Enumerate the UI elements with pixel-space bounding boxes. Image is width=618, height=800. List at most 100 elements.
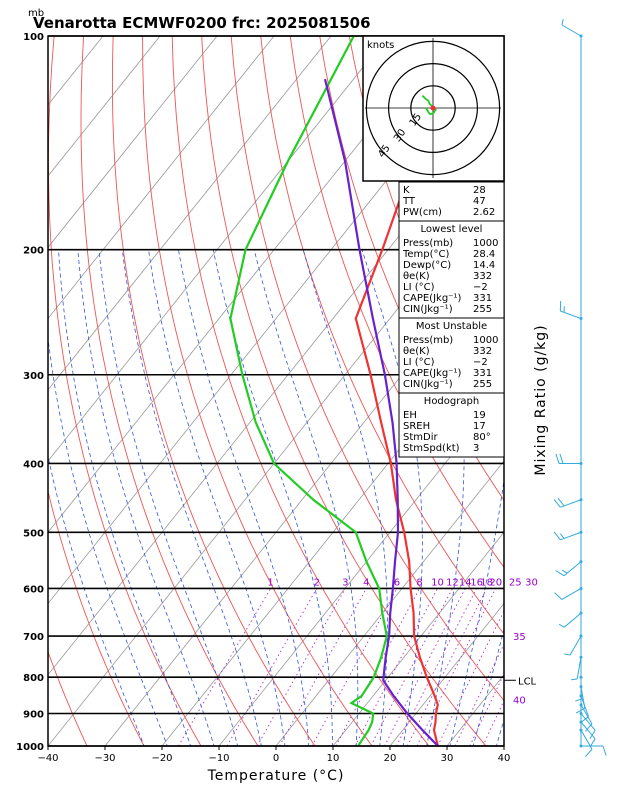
wind-barb-staff	[580, 713, 596, 731]
hodograph-indices-row-label: StmDir	[403, 432, 438, 443]
wind-barb-base	[579, 34, 583, 38]
wind-barb-base	[579, 611, 583, 615]
isotherm-line	[48, 36, 104, 106]
dewpoint-profile	[229, 36, 388, 746]
moist-adiabat-line	[77, 249, 215, 746]
moist-adiabat-line	[426, 249, 465, 746]
moist-adiabat-line	[253, 249, 359, 746]
wind-barb-flag	[602, 745, 607, 756]
general-indices-row-value: 47	[473, 196, 486, 207]
wind-barb-flag	[575, 707, 586, 714]
isotherm-line	[332, 531, 504, 746]
wind-barb-flag	[571, 678, 578, 681]
hodograph-units: knots	[367, 40, 394, 51]
mixing-ratio-label: 6	[394, 577, 400, 588]
isotherm-line	[48, 36, 218, 248]
wind-barb-flag	[554, 592, 563, 600]
profile-lines	[229, 36, 469, 746]
mixing-ratio-label: 8	[416, 577, 422, 588]
dry-adiabat-grid	[0, 36, 618, 761]
dry-adiabat-line	[496, 36, 504, 60]
x-tick-label: −20	[151, 753, 172, 764]
wind-barb-flag	[555, 570, 565, 577]
mixing-ratio-side-label: 40	[513, 695, 526, 706]
mixing-ratio-label: 4	[363, 577, 369, 588]
wind-barb-base	[579, 498, 583, 502]
wind-barb-flag	[584, 723, 593, 732]
moist-adiabat-line	[178, 249, 310, 746]
isotherm-line	[48, 36, 446, 533]
x-tick-label: 30	[441, 753, 454, 764]
x-tick-label: 40	[498, 753, 511, 764]
lowest-level-row-label: CIN(Jkg⁻¹)	[403, 304, 453, 315]
isotherm-line	[0, 20, 2, 761]
pressure-tick-label: 400	[23, 459, 44, 470]
lowest-level-row-value: −2	[473, 282, 488, 293]
most-unstable-row-label: CAPE(Jkg⁻¹)	[403, 368, 461, 379]
wind-barb-base	[579, 586, 583, 590]
general-indices-box	[398, 181, 505, 222]
mixing-ratio-label: 12	[446, 577, 459, 588]
most-unstable-row-value: −2	[473, 357, 488, 368]
hodograph-indices-row-value: 80°	[473, 432, 491, 443]
moist-adiabat-line	[495, 718, 504, 746]
isotherm-line	[48, 36, 275, 320]
pressure-tick-label: 200	[23, 246, 44, 257]
dry-adiabat-line	[201, 36, 487, 746]
isotherm-line	[503, 745, 504, 746]
isotherm-line	[389, 602, 504, 746]
dry-adiabat-line	[556, 36, 618, 761]
isotherm-line	[104, 246, 504, 746]
lowest-level-box	[398, 220, 505, 319]
x-axis-label: Temperature (°C)	[207, 768, 345, 784]
wind-barb-staff	[560, 499, 582, 508]
wind-barb-flag	[580, 716, 589, 724]
x-tick-label: −10	[208, 753, 229, 764]
mixing-ratio-label: 25	[509, 577, 522, 588]
mixing-ratio-label: 30	[525, 577, 538, 588]
moist-adiabat-line	[48, 454, 145, 746]
mixing-ratio-line	[279, 588, 367, 746]
lcl-label: LCL	[518, 676, 537, 687]
lowest-level-row-value: 28.4	[473, 249, 495, 260]
wind-barb-base	[579, 712, 583, 716]
wind-barb-flag	[561, 19, 564, 26]
mixing-ratio-line	[226, 588, 318, 746]
dry-adiabat-line	[171, 36, 430, 746]
wind-barb-staff	[569, 635, 582, 656]
most-unstable-row-label: θe(K)	[403, 346, 430, 357]
wind-barb-staff	[563, 612, 582, 628]
dry-adiabat-line	[230, 36, 504, 702]
moist-adiabat-line	[98, 249, 239, 746]
x-tick-label: 0	[273, 753, 279, 764]
isotherm-line	[606, 20, 618, 761]
wind-barb-staff	[580, 686, 586, 709]
lowest-level-row-label: LI (°C)	[403, 282, 435, 293]
general-indices-row-label: TT	[402, 196, 416, 207]
lowest-level-row-value: 331	[473, 293, 492, 304]
wind-barb-flag	[553, 531, 561, 541]
most-unstable-row-label: CIN(Jkg⁻¹)	[403, 379, 453, 390]
y-axis-unit: mb	[28, 8, 44, 19]
pressure-tick-label: 500	[23, 528, 44, 539]
wind-barb-staff	[561, 588, 582, 600]
chart-title: Venarotta ECMWF0200 frc: 2025081506	[33, 14, 371, 32]
mixing-ratio-line	[416, 588, 497, 746]
isotherm-grid	[0, 20, 618, 761]
temperature-tick-labels: −40 −30 −20 −10 0 10 20 30 40	[37, 746, 510, 764]
indices-table: K 28 TT 47 PW(cm) 2.62 Lowest level Press(mb) 10…	[398, 181, 505, 458]
wind-barb-flag	[589, 730, 596, 740]
most-unstable-row-value: 332	[473, 346, 492, 357]
mixing-ratio-side-label: 35	[513, 632, 526, 643]
general-indices-row-value: 28	[473, 185, 486, 196]
wind-barb-base	[579, 728, 583, 732]
most-unstable-row-value: 331	[473, 368, 492, 379]
x-tick-label: 10	[327, 753, 340, 764]
mixing-ratio-line	[469, 672, 504, 746]
general-indices-row-label: PW(cm)	[403, 207, 442, 218]
dry-adiabat-line	[0, 36, 36, 761]
dry-adiabat-line	[260, 36, 504, 635]
general-indices-row-value: 2.62	[473, 207, 495, 218]
wind-barb-staff	[563, 561, 582, 577]
wind-barb-base	[579, 634, 583, 638]
